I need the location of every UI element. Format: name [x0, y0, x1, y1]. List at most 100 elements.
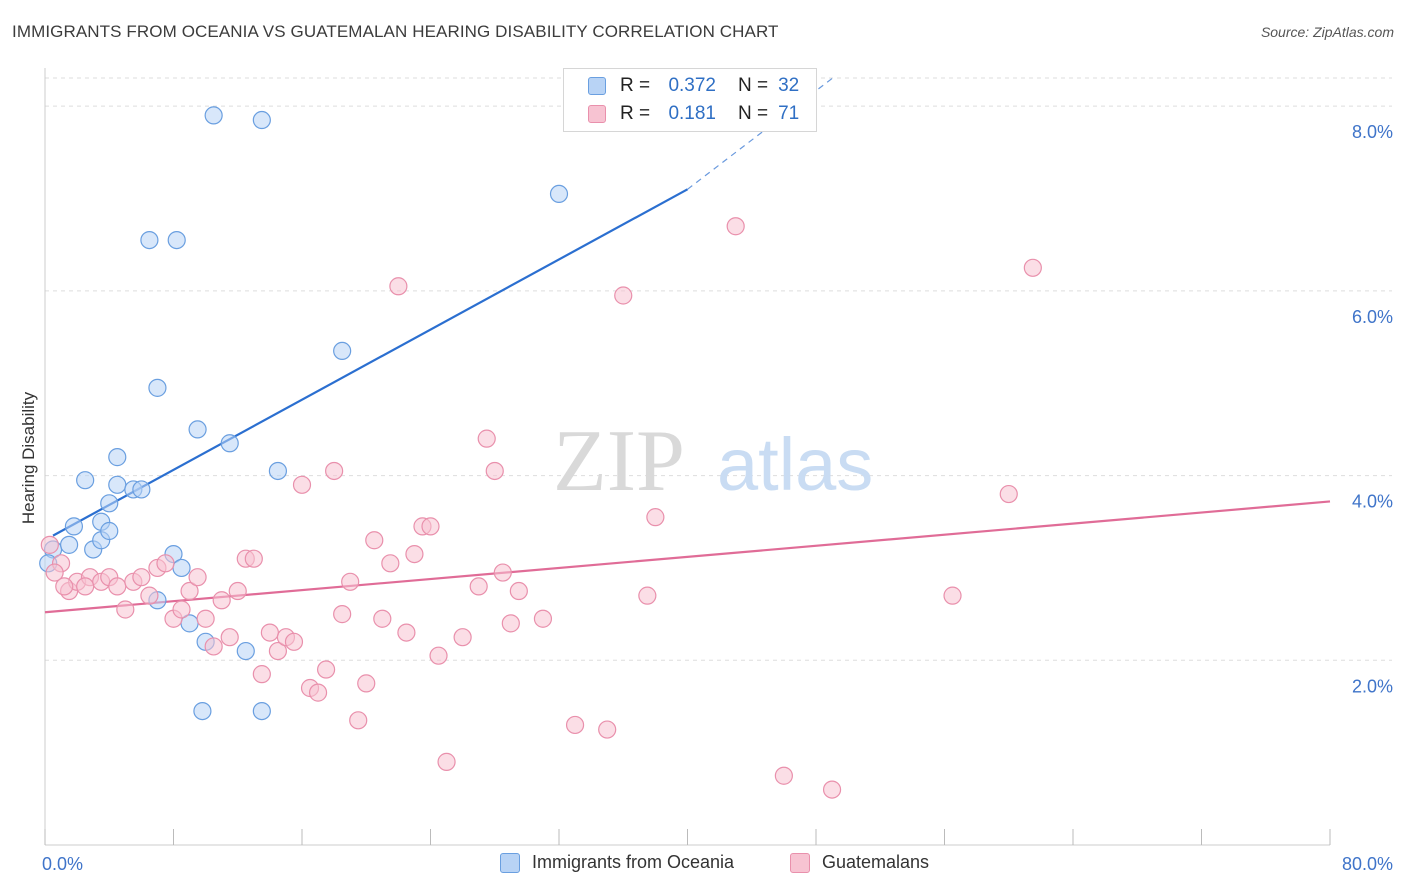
guatemalan-point — [325, 461, 344, 481]
legend-row-guatemalans: R = 0.181 N = 71 — [588, 102, 799, 126]
guatemalan-point — [485, 461, 504, 481]
oceania-point — [108, 448, 127, 467]
oceania-point — [59, 535, 79, 554]
legend-label: Immigrants from Oceania — [532, 852, 735, 872]
guatemalan-point — [1023, 258, 1042, 277]
oceania-point — [193, 701, 212, 721]
guatemalan-point — [76, 577, 95, 596]
guatemalan-point — [421, 517, 440, 536]
oceania-point — [148, 378, 167, 397]
guatemalan-point — [469, 577, 488, 596]
oceania-point — [236, 641, 255, 661]
oceania-swatch — [588, 77, 606, 95]
trend-lines — [44, 77, 1331, 614]
oceania-point — [549, 184, 569, 204]
guatemalan-point — [108, 577, 127, 596]
guatemalans-swatch — [588, 105, 606, 123]
oceania-point — [252, 701, 271, 721]
guatemalan-point — [389, 277, 408, 296]
guatemalan-point — [180, 581, 199, 601]
oceania-swatch — [500, 852, 520, 873]
guatemalan-point — [381, 554, 400, 573]
oceania-point — [252, 110, 271, 130]
guatemalan-point — [140, 586, 159, 605]
oceania-trendline-extension — [687, 77, 833, 190]
oceania-point — [132, 480, 151, 499]
guatemalan-point — [365, 531, 384, 550]
guatemalan-point — [943, 586, 962, 605]
guatemalan-trendline — [44, 500, 1331, 614]
guatemalan-point — [999, 484, 1018, 504]
y-tick-label: 8.0% — [1352, 122, 1393, 142]
guatemalan-point — [308, 683, 328, 702]
watermark-atlas: atlas — [717, 423, 873, 506]
axes — [44, 68, 1331, 846]
legend-label: Guatemalans — [822, 852, 930, 872]
oceania-point — [167, 230, 186, 250]
guatemalan-point — [252, 665, 271, 684]
guatemalan-point — [493, 563, 512, 582]
y-tick-label: 6.0% — [1352, 307, 1393, 327]
r-label: R = — [620, 75, 651, 96]
guatemalan-point — [453, 628, 472, 647]
guatemalan-point — [405, 544, 424, 564]
guatemalan-point — [188, 568, 207, 587]
legend-row-oceania: R = 0.372 N = 32 — [588, 74, 799, 98]
guatemalan-point — [116, 600, 135, 619]
guatemalan-point — [501, 614, 520, 633]
guatemalan-point — [509, 581, 528, 601]
guatemalan-point — [55, 577, 74, 596]
guatemalan-point — [45, 563, 64, 582]
grid-lines — [45, 77, 1392, 661]
oceania-point — [140, 230, 159, 250]
guatemalan-point — [429, 646, 448, 665]
n-label: N = — [738, 103, 769, 124]
legend-item-oceania[interactable]: Immigrants from Oceania — [500, 852, 734, 873]
legend-item-guatemalans[interactable]: Guatemalans — [790, 852, 929, 873]
legend-stats: R = 0.372 N = 32 R = 0.181 N = 71 — [563, 68, 817, 132]
guatemalan-point — [228, 581, 247, 601]
watermark-zip: ZIP — [553, 413, 685, 510]
x-tick-label: 0.0% — [42, 854, 83, 874]
y-tick-label: 2.0% — [1352, 676, 1393, 696]
guatemalan-point — [397, 623, 416, 642]
r-label: R = — [620, 103, 651, 124]
r-value: 0.181 — [668, 103, 716, 124]
guatemalan-point — [196, 609, 215, 628]
guatemalan-point — [774, 766, 793, 785]
guatemalan-point — [204, 637, 223, 656]
n-label: N = — [738, 75, 769, 96]
guatemalan-point — [220, 628, 239, 647]
oceania-point — [108, 475, 127, 494]
oceania-point — [204, 106, 223, 125]
r-value: 0.372 — [668, 75, 716, 96]
oceania-point — [100, 521, 119, 541]
oceania-point — [188, 420, 207, 439]
guatemalan-point — [260, 623, 279, 642]
chart-title: IMMIGRANTS FROM OCEANIA VS GUATEMALAN HE… — [12, 22, 779, 41]
y-tick-label: 4.0% — [1352, 492, 1393, 512]
oceania-point — [333, 341, 352, 361]
guatemalans-swatch — [790, 852, 810, 873]
guatemalan-point — [638, 586, 657, 605]
oceania-point — [100, 494, 119, 513]
data-points — [39, 106, 1042, 799]
y-axis-title: Hearing Disability — [19, 391, 38, 524]
oceania-point — [268, 461, 288, 481]
guatemalan-point — [349, 711, 368, 730]
guatemalan-point — [341, 572, 360, 591]
guatemalan-point — [268, 641, 288, 661]
oceania-point — [76, 471, 95, 490]
guatemalan-point — [646, 508, 665, 527]
x-tick-label: 80.0% — [1342, 854, 1393, 874]
guatemalan-point — [132, 568, 151, 587]
guatemalan-point — [822, 780, 842, 799]
oceania-trendline — [52, 188, 689, 537]
guatemalan-point — [373, 609, 392, 628]
legend-series: Immigrants from Oceania Guatemalans — [0, 852, 1406, 876]
oceania-point — [64, 517, 84, 536]
guatemalan-point — [533, 609, 553, 628]
guatemalan-point — [614, 286, 633, 305]
guatemalan-point — [598, 720, 617, 739]
